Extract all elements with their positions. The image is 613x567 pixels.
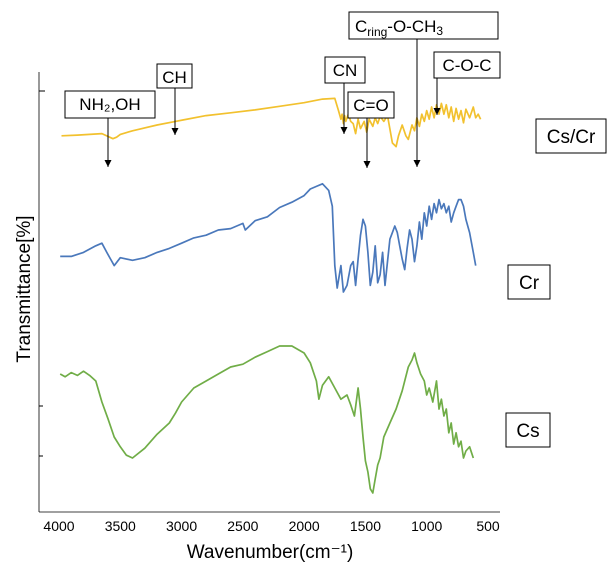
annotation-label: NH₂,OH (79, 95, 140, 114)
legend-box (507, 264, 551, 300)
annotation-box (156, 63, 193, 89)
annotation-box (433, 51, 501, 79)
x-tick-label: 2000 (289, 518, 320, 534)
arrow-head (171, 128, 179, 135)
x-tick-label: 3500 (105, 518, 136, 534)
legend-label: Cs/Cr (547, 127, 596, 148)
x-tick-label: 1500 (350, 518, 381, 534)
arrow-head (433, 108, 441, 115)
x-tick-label: 1000 (411, 518, 442, 534)
x-axis-title: Wavenumber(cm⁻¹) (187, 542, 354, 563)
annotation-label: CH (162, 68, 187, 87)
annotation-box (64, 90, 156, 119)
legend-box (505, 412, 551, 448)
x-tick-label: 4000 (43, 518, 74, 534)
y-axis-title: Transmittance[%] (14, 215, 35, 362)
x-tick-labels: 4000 3500 3000 2500 2000 1500 1000 500 (43, 518, 499, 534)
series-line-cr (60, 182, 477, 293)
annotation-box (324, 56, 366, 84)
arrow-head (104, 160, 112, 167)
annotation-label: CN (333, 61, 358, 80)
x-tick-label: 500 (476, 518, 500, 534)
annotation-label-cring: Cring-O-CH3 (355, 17, 443, 39)
arrow-head (413, 160, 421, 167)
series-layer (59, 97, 482, 494)
legend-label: Cr (519, 273, 540, 294)
x-tick-label: 3000 (166, 518, 197, 534)
arrow-head (363, 161, 371, 168)
annotation-label: C-O-C (442, 56, 491, 75)
annotation-box (347, 91, 395, 119)
annotation-label: C=O (353, 96, 388, 115)
series-line-cs (59, 345, 475, 494)
x-tick-label: 2500 (227, 518, 258, 534)
arrow-head (340, 127, 348, 134)
legend-layer: Cs/Cr Cr Cs (505, 118, 607, 448)
annotation-box (348, 11, 499, 40)
legend-box (535, 118, 607, 154)
legend-label: Cs (516, 421, 539, 442)
annotation-layer: NH₂,OH CH CN C=O C-O-C Cring-O-CH3 (64, 11, 501, 168)
